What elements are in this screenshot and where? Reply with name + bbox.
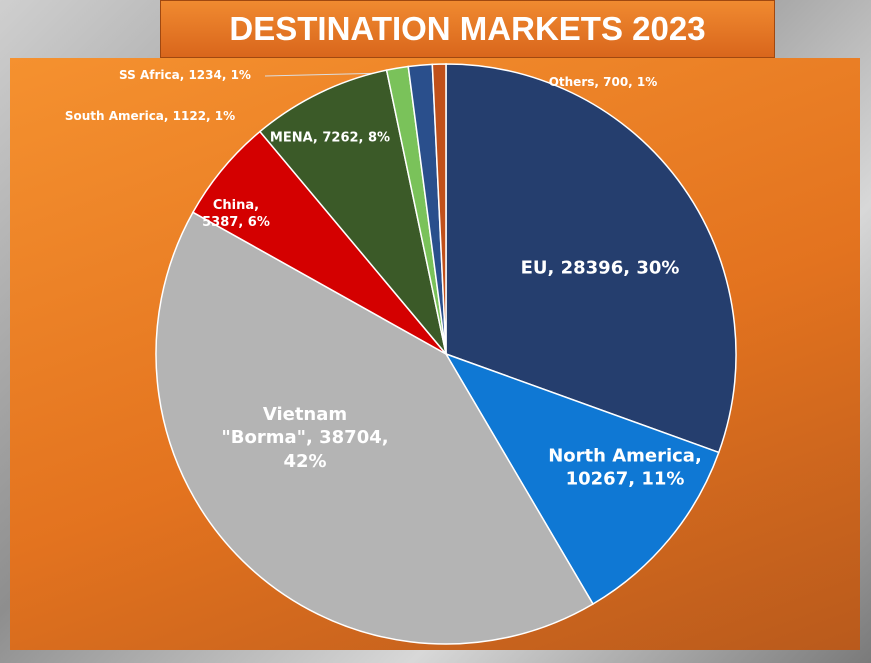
data-label: China, 5387, 6% — [202, 198, 270, 230]
data-label: South America, 1122, 1% — [64, 109, 236, 124]
chart-title: DESTINATION MARKETS 2023 — [160, 0, 775, 58]
pie-slice — [445, 63, 737, 454]
data-label: MENA, 7262, 8% — [269, 130, 391, 146]
pie-slice — [444, 352, 720, 606]
pie-slice — [431, 63, 447, 355]
data-label: North America, 10267, 11% — [548, 445, 702, 490]
pie-slice — [258, 69, 447, 355]
pie-slice — [155, 211, 595, 645]
data-label: Others, 700, 1% — [548, 75, 658, 90]
data-label: EU, 28396, 30% — [520, 257, 680, 279]
data-label: Vietnam "Borma", 38704, 42% — [221, 403, 389, 472]
data-label: SS Africa, 1234, 1% — [119, 68, 251, 83]
